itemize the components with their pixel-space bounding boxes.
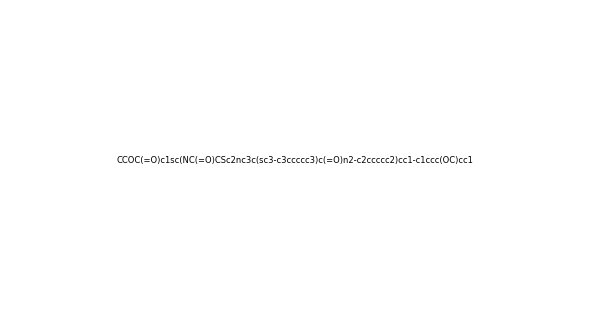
Text: CCOC(=O)c1sc(NC(=O)CSc2nc3c(sc3-c3ccccc3)c(=O)n2-c2ccccc2)cc1-c1ccc(OC)cc1: CCOC(=O)c1sc(NC(=O)CSc2nc3c(sc3-c3ccccc3… xyxy=(117,156,473,165)
